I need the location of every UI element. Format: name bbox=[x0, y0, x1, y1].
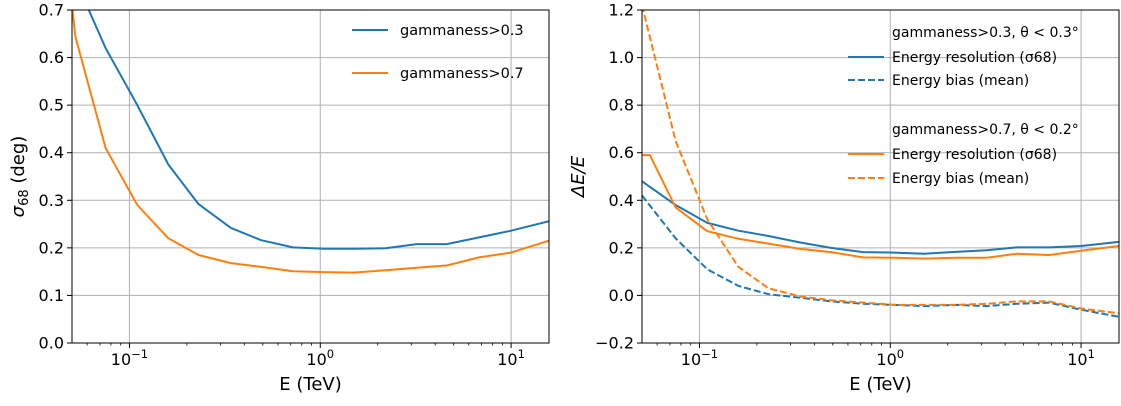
y-tick-label: 1.0 bbox=[609, 48, 634, 67]
legend-label: Energy resolution (σ68) bbox=[892, 50, 1057, 66]
y-tick-label: 0.0 bbox=[609, 286, 634, 305]
x-tick-label: 10−1 bbox=[111, 347, 148, 369]
y-tick-label: 0.8 bbox=[609, 96, 634, 115]
x-tick-label: 10−1 bbox=[681, 347, 718, 369]
legend-label: Energy resolution (σ68) bbox=[892, 147, 1057, 163]
legend-label: gammaness>0.7 bbox=[400, 66, 524, 82]
series-line bbox=[87, 10, 549, 250]
x-tick-label: 100 bbox=[876, 347, 904, 369]
series-line bbox=[642, 180, 1119, 255]
y-tick-label: 0.2 bbox=[609, 238, 634, 257]
series-line bbox=[642, 194, 1119, 318]
y-tick-label: 0.1 bbox=[39, 286, 64, 305]
y-tick-label: 0.4 bbox=[39, 143, 64, 162]
legend-group-title: gammaness>0.7, θ < 0.2° bbox=[892, 122, 1079, 138]
legend-label: Energy bias (mean) bbox=[892, 73, 1029, 89]
x-axis-label: E (TeV) bbox=[849, 374, 911, 395]
y-tick-label: 1.2 bbox=[609, 1, 634, 20]
y-tick-label: 0.3 bbox=[39, 191, 64, 210]
y-axis-label: σ68 (deg) bbox=[8, 136, 32, 218]
y-tick-label: 0.6 bbox=[39, 48, 64, 67]
y-tick-label: 0.5 bbox=[39, 96, 64, 115]
series-line bbox=[642, 10, 1119, 315]
y-tick-label: 0.2 bbox=[39, 238, 64, 257]
x-tick-label: 100 bbox=[306, 347, 334, 369]
legend-group-title: gammaness>0.3, θ < 0.3° bbox=[892, 25, 1079, 41]
series-line bbox=[72, 10, 549, 274]
legend-label: Energy bias (mean) bbox=[892, 171, 1029, 187]
y-axis-label: ΔE/E bbox=[568, 155, 589, 199]
x-tick-label: 101 bbox=[497, 347, 525, 369]
y-tick-label: −0.2 bbox=[595, 334, 634, 353]
y-tick-label: 0.4 bbox=[609, 191, 634, 210]
plot-frame bbox=[641, 9, 1120, 344]
y-tick-label: 0.0 bbox=[39, 334, 64, 353]
y-tick-label: 0.6 bbox=[609, 143, 634, 162]
legend-label: gammaness>0.3 bbox=[400, 23, 524, 39]
plot-frame bbox=[71, 9, 550, 344]
x-axis-label: E (TeV) bbox=[279, 374, 341, 395]
series-line bbox=[642, 154, 1119, 260]
x-tick-label: 101 bbox=[1067, 347, 1095, 369]
y-tick-label: 0.7 bbox=[39, 1, 64, 20]
